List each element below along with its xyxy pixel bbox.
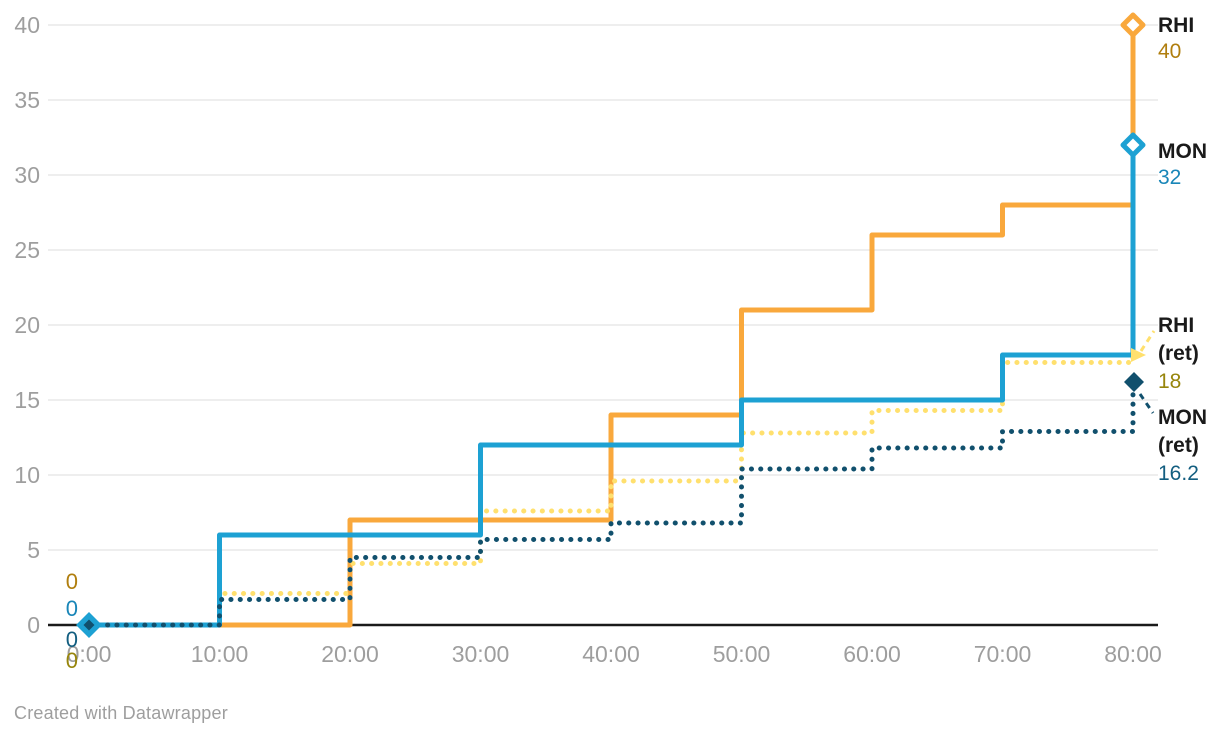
start-value-label-rhi-ret-: 0: [66, 648, 78, 673]
mon-ret-leader-line: [1138, 393, 1155, 414]
series-label-rhi-ret--line1: RHI: [1158, 314, 1194, 337]
series-label-mon-ret--line1: MON: [1158, 406, 1207, 429]
datawrapper-credit: Created with Datawrapper: [14, 703, 228, 723]
x-axis-tick-label-10:00: 10:00: [191, 641, 249, 667]
series-line-mon-ret-: [86, 379, 1136, 628]
mon-ret-start-diamond-marker: [83, 619, 95, 631]
y-axis-tick-label-15: 15: [14, 387, 40, 413]
end-value-label-rhi-ret-: 18: [1158, 370, 1181, 393]
rhi-end-diamond-marker: [1120, 12, 1146, 38]
x-axis-tick-label-40:00: 40:00: [582, 641, 640, 667]
series-label-mon-ret--line2: (ret): [1158, 434, 1199, 457]
start-value-label-rhi: 0: [66, 569, 78, 594]
x-axis-tick-label-70:00: 70:00: [974, 641, 1032, 667]
mon-ret-end-diamond-marker: [1124, 372, 1144, 392]
y-axis-tick-label-25: 25: [14, 237, 40, 263]
series-line-mon: [89, 145, 1136, 628]
y-axis-tick-label-35: 35: [14, 87, 40, 113]
rhi-ret-end-arrow-marker: [1131, 348, 1146, 362]
x-axis-tick-label-80:00: 80:00: [1104, 641, 1162, 667]
x-axis-tick-label-20:00: 20:00: [321, 641, 379, 667]
y-axis-tick-label-5: 5: [27, 537, 40, 563]
y-axis-tick-label-0: 0: [27, 612, 40, 638]
end-value-label-mon-ret-: 16.2: [1158, 462, 1199, 485]
chart-container: 0 5 10 15 20 25 30 35 40 0:00 10:00 20:00 30:00 40:00…: [14, 12, 1207, 673]
end-value-label-rhi: 40: [1158, 40, 1181, 63]
step-chart-svg: 0 5 10 15 20 25 30 35 40 0:00 10:00 20:00 30:00 40:00…: [14, 12, 1207, 673]
x-axis-tick-label-0:00: 0:00: [67, 641, 112, 667]
y-axis-tick-label-20: 20: [14, 312, 40, 338]
y-axis-tick-label-10: 10: [14, 462, 40, 488]
series-label-rhi-ret--line2: (ret): [1158, 342, 1199, 365]
x-axis-tick-label-50:00: 50:00: [713, 641, 771, 667]
mon-end-diamond-marker: [1120, 132, 1146, 158]
y-axis-tick-label-40: 40: [14, 12, 40, 38]
series-label-mon-line1: MON: [1158, 140, 1207, 163]
start-value-label-mon-ret-: 0: [66, 627, 78, 652]
series-label-rhi-line1: RHI: [1158, 14, 1194, 37]
x-axis-tick-label-60:00: 60:00: [843, 641, 901, 667]
y-axis-tick-label-30: 30: [14, 162, 40, 188]
start-value-label-mon: 0: [66, 596, 78, 621]
end-value-label-mon: 32: [1158, 166, 1181, 189]
x-axis-tick-label-30:00: 30:00: [452, 641, 510, 667]
rhi-ret-leader-line: [1139, 330, 1156, 352]
